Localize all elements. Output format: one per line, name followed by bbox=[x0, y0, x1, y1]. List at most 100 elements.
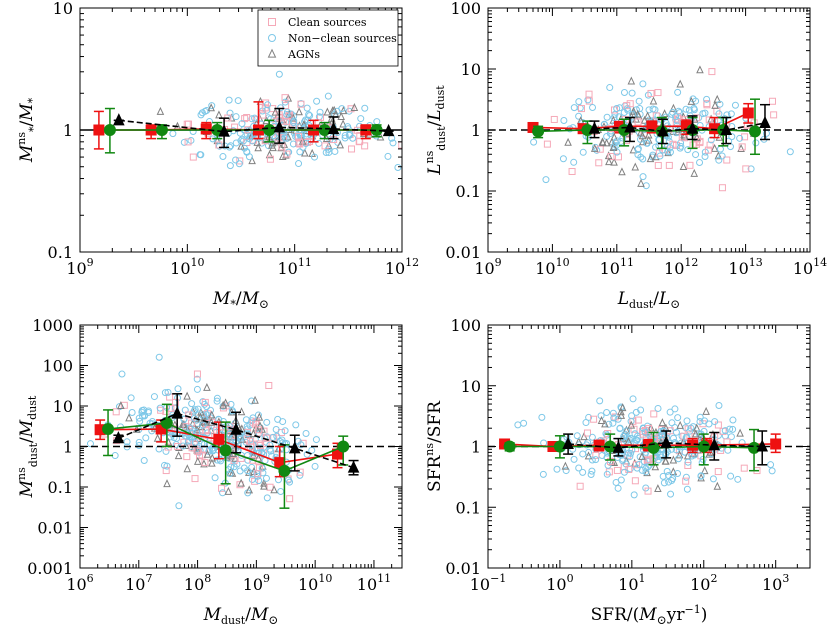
scatter-point bbox=[668, 419, 676, 427]
y-tick-label: 1000 bbox=[32, 316, 73, 335]
scatter-point bbox=[191, 475, 199, 483]
scatter-point bbox=[592, 456, 600, 464]
scatter-point bbox=[254, 143, 262, 152]
scatter-point bbox=[538, 413, 546, 421]
scatter-point bbox=[292, 421, 300, 429]
scatter-point bbox=[296, 131, 304, 139]
scatter-point bbox=[639, 80, 647, 88]
scatter-point bbox=[248, 137, 256, 145]
scatter-point bbox=[183, 391, 191, 400]
scatter-point bbox=[266, 483, 274, 491]
scatter-point bbox=[673, 127, 682, 136]
scatter-point bbox=[620, 468, 628, 476]
series-point bbox=[756, 439, 769, 452]
scatter-point bbox=[589, 104, 597, 112]
scatter-point bbox=[239, 137, 247, 145]
scatter-point bbox=[254, 470, 262, 478]
y-axis-title: Lnsdust/Ldust bbox=[423, 85, 448, 176]
x-tick-label: 1014 bbox=[793, 256, 827, 278]
scatter-point bbox=[666, 148, 674, 156]
scatter-point bbox=[251, 114, 259, 122]
scatter-point bbox=[191, 406, 199, 414]
scatter-point bbox=[616, 424, 624, 432]
scatter-point bbox=[676, 79, 685, 88]
scatter-point bbox=[658, 431, 666, 439]
scatter-point bbox=[290, 117, 298, 125]
scatter-point bbox=[249, 414, 257, 422]
scatter-point bbox=[170, 434, 178, 442]
scatter-point bbox=[614, 484, 622, 492]
scatter-point bbox=[637, 178, 645, 187]
scatter-point bbox=[201, 400, 209, 408]
scatter-point bbox=[226, 469, 234, 477]
scatter-point bbox=[169, 130, 177, 138]
scatter-point bbox=[560, 117, 568, 125]
scatter-point bbox=[639, 155, 647, 163]
scatter-point bbox=[182, 441, 190, 450]
scatter-point bbox=[272, 137, 281, 146]
x-tick-label: 103 bbox=[762, 572, 789, 594]
scatter-point bbox=[227, 142, 235, 150]
scatter-point bbox=[665, 161, 673, 169]
scatter-point bbox=[697, 473, 705, 482]
scatter-point bbox=[614, 153, 622, 161]
y-axis-title: SFRns/SFR bbox=[423, 400, 445, 492]
scatter-point bbox=[542, 176, 550, 184]
scatter-point bbox=[645, 425, 653, 433]
scatter-point bbox=[263, 418, 271, 426]
scatter-point bbox=[303, 450, 311, 458]
scatter-point bbox=[520, 419, 528, 427]
x-tick-label: 106 bbox=[66, 572, 93, 594]
scatter-point bbox=[191, 439, 199, 447]
scatter-point bbox=[687, 424, 695, 432]
series-point bbox=[749, 125, 762, 138]
scatter-point bbox=[232, 156, 240, 164]
scatter-point bbox=[311, 462, 319, 470]
scatter-point bbox=[193, 375, 201, 383]
scatter-point bbox=[218, 484, 226, 492]
scatter-point bbox=[700, 466, 709, 475]
scatter-point bbox=[263, 106, 271, 114]
series-point bbox=[697, 440, 710, 453]
scatter-point bbox=[260, 481, 268, 490]
scatter-point bbox=[514, 421, 522, 429]
scatter-point bbox=[324, 141, 333, 150]
scatter-point bbox=[609, 409, 617, 417]
scatter-point bbox=[255, 426, 263, 434]
scatter-point bbox=[166, 393, 174, 401]
series-point bbox=[532, 125, 545, 138]
series-point bbox=[759, 115, 771, 129]
series-point bbox=[593, 439, 605, 451]
scatter-point bbox=[669, 108, 677, 116]
scatter-point bbox=[221, 398, 230, 407]
x-tick-label: 1011 bbox=[600, 256, 634, 278]
scatter-point bbox=[208, 453, 217, 462]
scatter-point bbox=[153, 433, 162, 442]
series-point bbox=[219, 444, 232, 457]
y-tick-label: 10 bbox=[461, 377, 481, 396]
scatter-point bbox=[303, 104, 311, 112]
scatter-point bbox=[193, 456, 202, 465]
y-tick-label: 1 bbox=[471, 121, 481, 140]
scatter-point bbox=[667, 490, 675, 498]
scatter-point bbox=[646, 154, 655, 163]
scatter-point bbox=[345, 107, 353, 115]
scatter-point bbox=[579, 468, 587, 476]
scatter-point bbox=[723, 156, 731, 164]
scatter-point bbox=[679, 162, 688, 170]
scatter-point bbox=[266, 155, 274, 163]
scatter-point bbox=[674, 88, 682, 96]
scatter-point bbox=[590, 415, 598, 423]
series-point bbox=[93, 124, 105, 136]
scatter-point bbox=[618, 403, 627, 412]
scatter-point bbox=[232, 113, 240, 121]
scatter-point bbox=[201, 459, 209, 467]
scatter-point bbox=[684, 458, 692, 466]
scatter-point bbox=[708, 68, 716, 76]
scatter-point bbox=[613, 148, 621, 156]
scatter-point bbox=[634, 146, 642, 154]
legend-label: Non−clean sources bbox=[288, 32, 397, 45]
scatter-point bbox=[180, 415, 188, 423]
scatter-point bbox=[687, 96, 696, 105]
